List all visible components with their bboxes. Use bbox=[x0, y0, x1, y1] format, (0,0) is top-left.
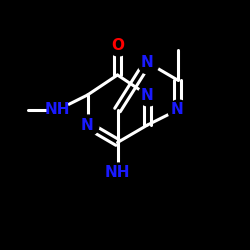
Text: NH: NH bbox=[105, 165, 130, 180]
Text: N: N bbox=[171, 102, 184, 118]
Text: NH: NH bbox=[45, 102, 70, 118]
Text: O: O bbox=[111, 38, 124, 52]
Text: N: N bbox=[141, 88, 154, 102]
Text: N: N bbox=[141, 55, 154, 70]
Text: N: N bbox=[81, 118, 94, 132]
